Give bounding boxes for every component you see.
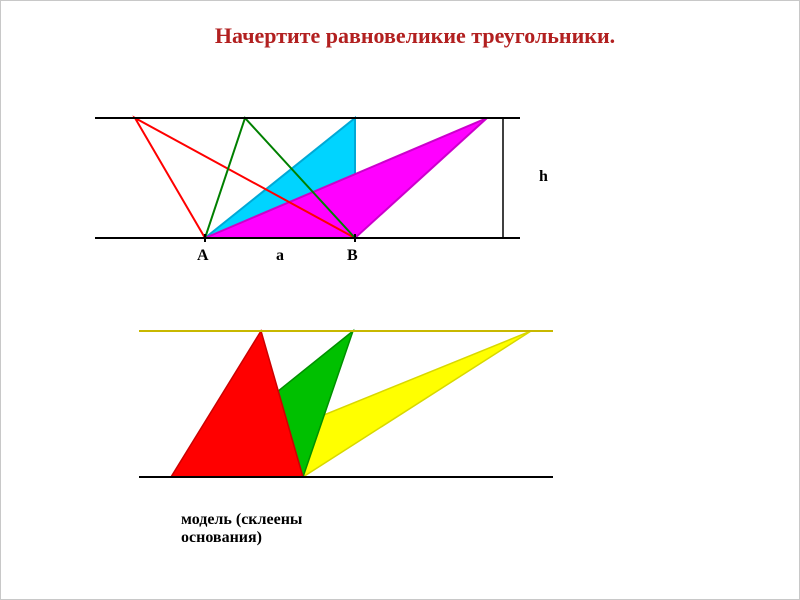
figure-model <box>131 319 561 489</box>
height-label: h <box>539 168 548 186</box>
title-text: Начертите равновеликие треугольники. <box>215 23 615 48</box>
figure-construction-svg <box>75 103 575 273</box>
page-title: Начертите равновеликие треугольники. <box>121 23 709 49</box>
point-a-label: А <box>197 247 209 265</box>
page: Начертите равновеликие треугольники. А В… <box>0 0 800 600</box>
point-b-label: В <box>347 247 358 265</box>
caption-line2: основания) <box>181 529 262 546</box>
figure-construction: А В a h <box>75 103 575 273</box>
model-caption: модель (склеены основания) <box>181 511 302 547</box>
figure-model-svg <box>131 319 561 489</box>
caption-line1: модель (склеены <box>181 511 302 528</box>
base-label: a <box>276 247 284 265</box>
